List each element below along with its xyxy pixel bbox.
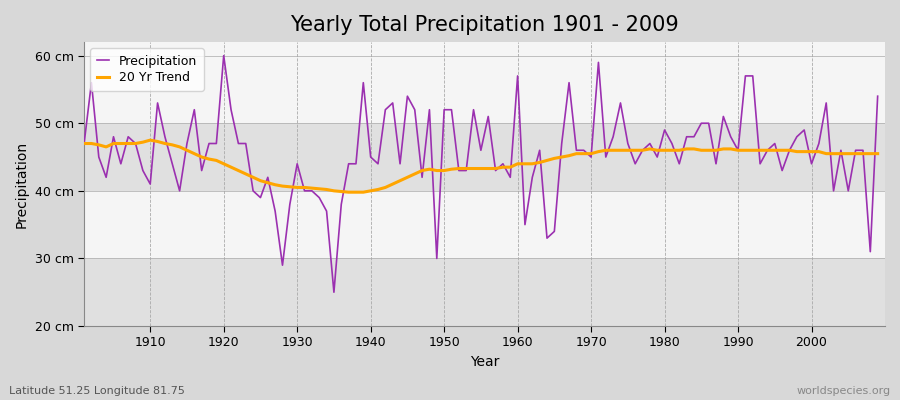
20 Yr Trend <box>615 148 626 153</box>
X-axis label: Year: Year <box>470 355 500 369</box>
Line: 20 Yr Trend: 20 Yr Trend <box>84 140 878 192</box>
Bar <box>84 191 885 258</box>
Title: Yearly Total Precipitation 1901 - 2009: Yearly Total Precipitation 1901 - 2009 <box>290 15 679 35</box>
Text: worldspecies.org: worldspecies.org <box>796 386 891 396</box>
Precipitation <box>872 94 883 98</box>
20 Yr Trend <box>145 138 156 142</box>
Line: Precipitation: Precipitation <box>84 56 878 292</box>
20 Yr Trend <box>138 140 148 144</box>
20 Yr Trend <box>872 151 883 156</box>
20 Yr Trend <box>343 190 354 194</box>
20 Yr Trend <box>78 141 89 146</box>
20 Yr Trend <box>307 186 318 190</box>
Bar <box>84 123 885 191</box>
Precipitation <box>358 80 369 85</box>
Precipitation <box>219 53 230 58</box>
Precipitation <box>138 168 148 173</box>
Bar <box>84 258 885 326</box>
Precipitation <box>307 188 318 193</box>
Y-axis label: Precipitation: Precipitation <box>15 140 29 228</box>
Bar <box>84 56 885 123</box>
20 Yr Trend <box>519 161 530 166</box>
Precipitation <box>519 222 530 227</box>
Legend: Precipitation, 20 Yr Trend: Precipitation, 20 Yr Trend <box>90 48 203 91</box>
Precipitation <box>526 175 537 180</box>
20 Yr Trend <box>526 161 537 166</box>
Text: Latitude 51.25 Longitude 81.75: Latitude 51.25 Longitude 81.75 <box>9 386 184 396</box>
Precipitation <box>328 290 339 295</box>
Precipitation <box>78 141 89 146</box>
Precipitation <box>615 100 626 105</box>
20 Yr Trend <box>358 190 369 194</box>
